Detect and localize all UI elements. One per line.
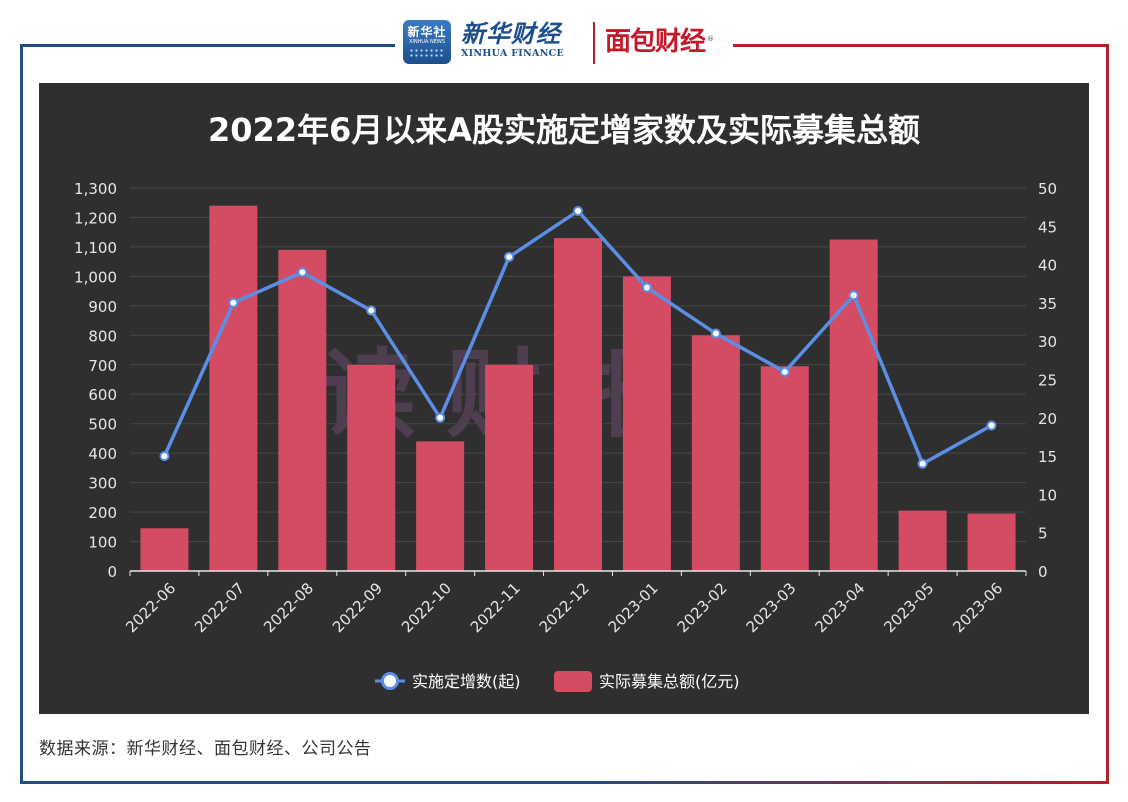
mianbao-finance-text: 面包财经 (605, 27, 706, 57)
bar (829, 239, 878, 572)
y-left-tick-label: 800 (88, 327, 117, 345)
legend-bar-label: 实际募集总额(亿元) (599, 672, 740, 691)
bar (691, 335, 740, 571)
y-left-tick-label: 500 (88, 416, 117, 434)
xinhua-finance-cn: 新华财经 (461, 19, 561, 48)
xinhua-finance-wordmark: 新华财经 XINHUA FINANCE (461, 20, 564, 60)
registered-mark: ® (707, 35, 714, 43)
x-tick-label: 2022-11 (467, 579, 524, 636)
bar (278, 249, 327, 571)
bar (967, 513, 1016, 571)
y-left-tick-label: 1,300 (74, 180, 117, 198)
line-point (779, 366, 790, 377)
line-point (986, 420, 997, 431)
y-right-tick-label: 25 (1038, 372, 1057, 390)
y-left-tick-label: 1,200 (74, 209, 117, 227)
frame-top-left (20, 44, 395, 47)
x-tick-label: 2022-09 (329, 579, 386, 636)
y-right-tick-label: 0 (1038, 563, 1048, 581)
y-left-tick-label: 200 (88, 504, 117, 522)
frame-right (1106, 44, 1109, 784)
y-right-tick-label: 10 (1038, 486, 1057, 504)
x-tick-label: 2022-10 (398, 579, 455, 636)
x-tick-label: 2023-01 (605, 579, 662, 636)
legend-bar-swatch (554, 671, 592, 692)
y-left-tick-label: 700 (88, 357, 117, 375)
y-right-tick-label: 15 (1038, 448, 1057, 466)
brand-separator (593, 22, 595, 64)
line-point (366, 305, 377, 316)
y-left-tick-label: 100 (88, 534, 117, 552)
y-right-tick-label: 45 (1038, 218, 1057, 236)
y-left-tick-label: 400 (88, 445, 117, 463)
bar (416, 441, 465, 571)
globe-dots-icon (409, 48, 445, 58)
line-point (848, 290, 859, 301)
xinhua-logo-cn: 新华社 (407, 25, 447, 39)
line-point (297, 267, 308, 278)
xinhua-news-logo: 新华社 XINHUA NEWS (403, 20, 451, 64)
line-point (228, 297, 239, 308)
brand-header: 新华社 XINHUA NEWS 新华财经 XINHUA FINANCE 面包财经… (403, 18, 728, 68)
x-tick-label: 2022-08 (260, 579, 317, 636)
x-tick-label: 2023-04 (811, 579, 868, 636)
frame-top-right (733, 44, 1109, 47)
source-note: 数据来源：新华财经、面包财经、公司公告 (39, 739, 372, 759)
bar (622, 276, 671, 571)
x-tick-label: 2023-06 (949, 579, 1006, 636)
bar (347, 364, 396, 571)
y-left-tick-label: 900 (88, 298, 117, 316)
line-point (504, 251, 515, 262)
chart-title: 2022年6月以来A股实施定增家数及实际募集总额 (208, 111, 920, 149)
x-tick-label: 2022-12 (536, 579, 593, 636)
bar (898, 510, 947, 571)
legend-line-marker (381, 672, 399, 690)
line-point (710, 328, 721, 339)
line-point (917, 458, 928, 469)
line-point (641, 282, 652, 293)
bar (209, 205, 258, 571)
x-tick-label: 2023-03 (743, 579, 800, 636)
y-left-tick-label: 1,100 (74, 239, 117, 257)
bar (485, 364, 534, 571)
line-point (573, 205, 583, 216)
x-tick-label: 2023-02 (674, 579, 731, 636)
y-right-tick-label: 35 (1038, 295, 1057, 313)
frame-bottom (20, 781, 1109, 784)
x-tick-label: 2022-06 (122, 579, 179, 636)
x-tick-label: 2022-07 (191, 579, 248, 636)
xinhua-logo-en: XINHUA NEWS (408, 39, 446, 45)
bar (140, 528, 189, 571)
y-left-tick-label: 1,000 (74, 268, 117, 286)
bar (554, 238, 602, 572)
x-tick-label: 2023-05 (880, 579, 937, 636)
mianbao-finance-logo: 面包财经 ® (605, 26, 714, 58)
bar (760, 366, 809, 571)
y-right-tick-label: 40 (1038, 257, 1057, 275)
legend-line-label: 实施定增数(起) (412, 672, 521, 691)
y-left-tick-label: 600 (88, 386, 117, 404)
y-left-tick-label: 0 (107, 563, 117, 581)
y-right-tick-label: 20 (1038, 410, 1057, 428)
xinhua-finance-en: XINHUA FINANCE (461, 48, 565, 59)
y-left-tick-label: 300 (88, 475, 117, 493)
y-right-tick-label: 50 (1038, 180, 1057, 198)
chart-container: 2022年6月以来A股实施定增家数及实际募集总额 读财报 01002003004… (39, 83, 1089, 714)
y-right-tick-label: 5 (1038, 525, 1048, 543)
line-point (159, 451, 170, 462)
combo-chart: 2022年6月以来A股实施定增家数及实际募集总额 读财报 01002003004… (74, 111, 1057, 692)
frame-left (20, 44, 23, 784)
y-right-tick-label: 30 (1038, 333, 1057, 351)
line-point (435, 412, 446, 423)
